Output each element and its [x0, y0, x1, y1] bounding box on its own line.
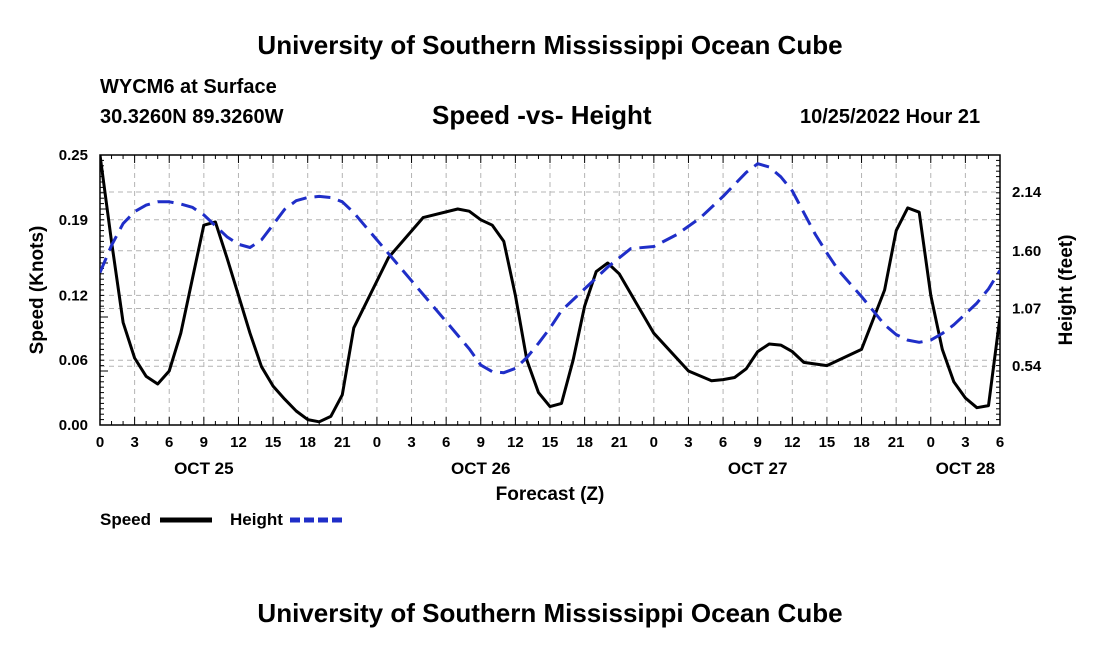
- y-right-tick-label: 1.07: [1012, 301, 1041, 318]
- page-title: University of Southern Mississippi Ocean…: [257, 30, 843, 60]
- y-right-tick-label: 0.54: [1012, 358, 1042, 375]
- x-tick-label: 3: [407, 434, 415, 451]
- y-left-tick-label: 0.12: [59, 287, 88, 304]
- x-tick-label: 6: [996, 434, 1004, 451]
- x-tick-label: 15: [542, 434, 559, 451]
- legend-label-speed: Speed: [100, 510, 151, 529]
- x-tick-label: 9: [754, 434, 762, 451]
- x-tick-label: 18: [299, 434, 316, 451]
- x-tick-label: 0: [927, 434, 935, 451]
- x-tick-label: 3: [684, 434, 692, 451]
- x-tick-label: 12: [507, 434, 524, 451]
- x-tick-label: 15: [819, 434, 836, 451]
- x-tick-label: 12: [230, 434, 247, 451]
- station-label: WYCM6 at Surface: [100, 76, 277, 98]
- x-tick-label: 6: [442, 434, 450, 451]
- x-tick-label: 21: [334, 434, 351, 451]
- page-footer-title: University of Southern Mississippi Ocean…: [257, 598, 843, 628]
- speed-series-line: [100, 155, 1000, 424]
- x-tick-label: 18: [853, 434, 870, 451]
- x-tick-label: 6: [719, 434, 727, 451]
- y-left-tick-label: 0.00: [59, 417, 88, 434]
- x-tick-label: 15: [265, 434, 282, 451]
- x-tick-label: 12: [784, 434, 801, 451]
- x-tick-label: 3: [130, 434, 138, 451]
- x-tick-label: 0: [373, 434, 381, 451]
- y-right-tick-label: 1.60: [1012, 243, 1041, 260]
- station-coordinates: 30.3260N 89.3260W: [100, 106, 284, 128]
- x-tick-label: 0: [650, 434, 658, 451]
- x-tick-label: 21: [611, 434, 628, 451]
- y-left-tick-label: 0.19: [59, 212, 88, 229]
- legend-label-height: Height: [230, 510, 283, 529]
- day-label: OCT 27: [728, 459, 788, 478]
- x-axis-label: Forecast (Z): [496, 484, 605, 505]
- x-tick-label: 0: [96, 434, 104, 451]
- y-left-tick-label: 0.25: [59, 147, 88, 164]
- y-left-tick-label: 0.06: [59, 352, 88, 369]
- forecast-datetime: 10/25/2022 Hour 21: [800, 106, 981, 128]
- y-right-axis-label: Height (feet): [1056, 235, 1077, 346]
- grid-lines: [100, 154, 1000, 425]
- y-left-axis-label: Speed (Knots): [27, 226, 48, 355]
- chart-title: Speed -vs- Height: [432, 100, 652, 130]
- day-label: OCT 26: [451, 459, 511, 478]
- day-label: OCT 28: [936, 459, 996, 478]
- plot-frame: [99, 154, 1001, 426]
- x-tick-label: 9: [477, 434, 485, 451]
- x-tick-label: 18: [576, 434, 593, 451]
- y-right-tick-label: 2.14: [1012, 184, 1042, 201]
- x-tick-label: 21: [888, 434, 905, 451]
- height-series-line: [100, 162, 1000, 375]
- x-tick-label: 3: [961, 434, 969, 451]
- x-tick-label: 9: [200, 434, 208, 451]
- x-tick-label: 6: [165, 434, 173, 451]
- day-label: OCT 25: [174, 459, 234, 478]
